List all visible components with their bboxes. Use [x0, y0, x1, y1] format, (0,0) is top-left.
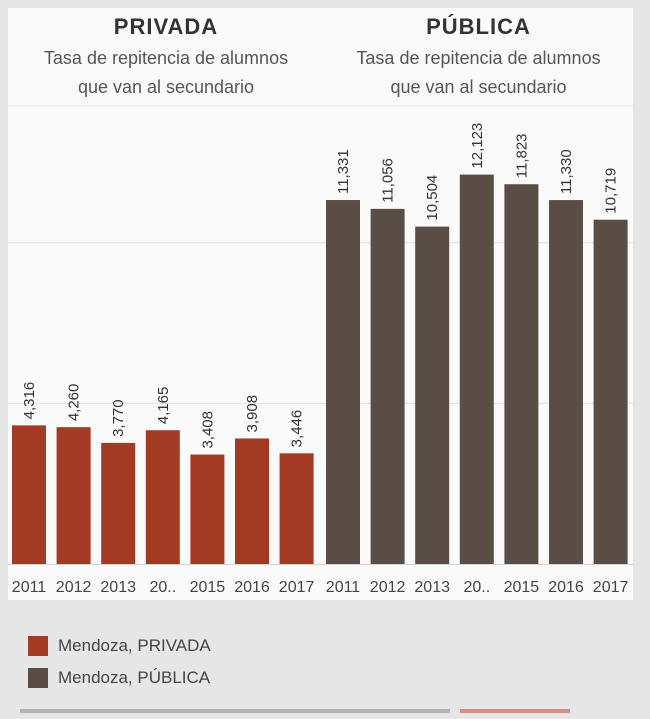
footer-source-link[interactable]: [460, 709, 570, 713]
tick-label-publica-20..: 20..: [463, 579, 490, 596]
tick-label-publica-2012: 2012: [370, 579, 406, 596]
value-label-privada-2012: 4,260: [66, 384, 83, 422]
footer-source-cropped: [20, 709, 630, 719]
tick-label-publica-2016: 2016: [548, 579, 584, 596]
legend-swatch-privada: [28, 636, 48, 656]
repitencia-chart: PRIVADA Tasa de repitencia de alumnos que …: [8, 14, 633, 596]
bar-privada-2011: [12, 425, 46, 564]
value-label-publica-2017: 10,719: [603, 168, 620, 214]
legend-swatch-publica: [28, 668, 48, 688]
tick-label-privada-2017: 2017: [279, 579, 315, 596]
value-label-publica-2016: 11,330: [558, 149, 575, 194]
bar-publica-2015: [504, 184, 539, 565]
tick-label-privada-2011: 2011: [12, 579, 47, 596]
bar-publica-20..: [459, 174, 494, 565]
tick-label-privada-2016: 2016: [234, 579, 270, 596]
panel-subtitle-publica-1: Tasa de repitencia de alumnos: [356, 48, 600, 68]
bar-privada-2012: [56, 427, 91, 564]
bar-publica-2013: [415, 226, 450, 564]
footer-source-text: [20, 709, 450, 713]
tick-label-publica-2015: 2015: [504, 579, 540, 596]
value-label-publica-2013: 10,504: [424, 175, 441, 221]
tick-label-publica-2017: 2017: [593, 579, 629, 596]
bar-privada-2015: [190, 454, 225, 564]
panel-subtitle-publica-2: que van al secundario: [390, 77, 566, 97]
tick-label-privada-2012: 2012: [56, 579, 92, 596]
bar-publica-2011: [326, 200, 360, 565]
value-label-privada-20..: 4,165: [155, 387, 172, 425]
bar-publica-2012: [370, 208, 405, 564]
legend-label-privada: Mendoza, PRIVADA: [58, 636, 211, 655]
bar-privada-2016: [235, 438, 269, 564]
tick-label-privada-2013: 2013: [100, 579, 136, 596]
value-label-privada-2011: 4,316: [21, 382, 38, 420]
legend-label-publica: Mendoza, PÚBLICA: [58, 668, 211, 687]
panel-title-publica: PÚBLICA: [426, 14, 531, 39]
panel-subtitle-privada-2: que van al secundario: [78, 77, 254, 97]
value-label-privada-2015: 3,408: [199, 411, 216, 449]
bar-privada-2017: [279, 453, 314, 564]
tick-label-privada-2015: 2015: [190, 579, 226, 596]
legend: Mendoza, PRIVADA Mendoza, PÚBLICA: [28, 630, 211, 694]
value-label-publica-2011: 11,331: [335, 149, 352, 194]
value-label-privada-2013: 3,770: [110, 399, 127, 437]
value-label-privada-2017: 3,446: [289, 410, 306, 448]
bar-privada-20..: [145, 430, 180, 564]
value-label-publica-2015: 11,823: [513, 133, 530, 178]
bar-privada-2013: [101, 442, 136, 564]
bar-publica-2017: [593, 219, 628, 564]
panel-title-privada: PRIVADA: [114, 14, 218, 39]
value-label-privada-2016: 3,908: [244, 395, 261, 433]
panel-subtitle-privada-1: Tasa de repitencia de alumnos: [44, 48, 288, 68]
chart-panel: PRIVADA Tasa de repitencia de alumnos que …: [8, 8, 633, 600]
tick-label-publica-2013: 2013: [414, 579, 450, 596]
value-label-publica-20..: 12,123: [469, 123, 486, 169]
tick-label-privada-20..: 20..: [149, 579, 176, 596]
legend-item-publica[interactable]: Mendoza, PÚBLICA: [28, 662, 211, 694]
legend-item-privada[interactable]: Mendoza, PRIVADA: [28, 630, 211, 662]
bar-publica-2016: [549, 200, 583, 564]
tick-label-publica-2011: 2011: [326, 579, 361, 596]
value-label-publica-2012: 11,056: [380, 158, 397, 203]
